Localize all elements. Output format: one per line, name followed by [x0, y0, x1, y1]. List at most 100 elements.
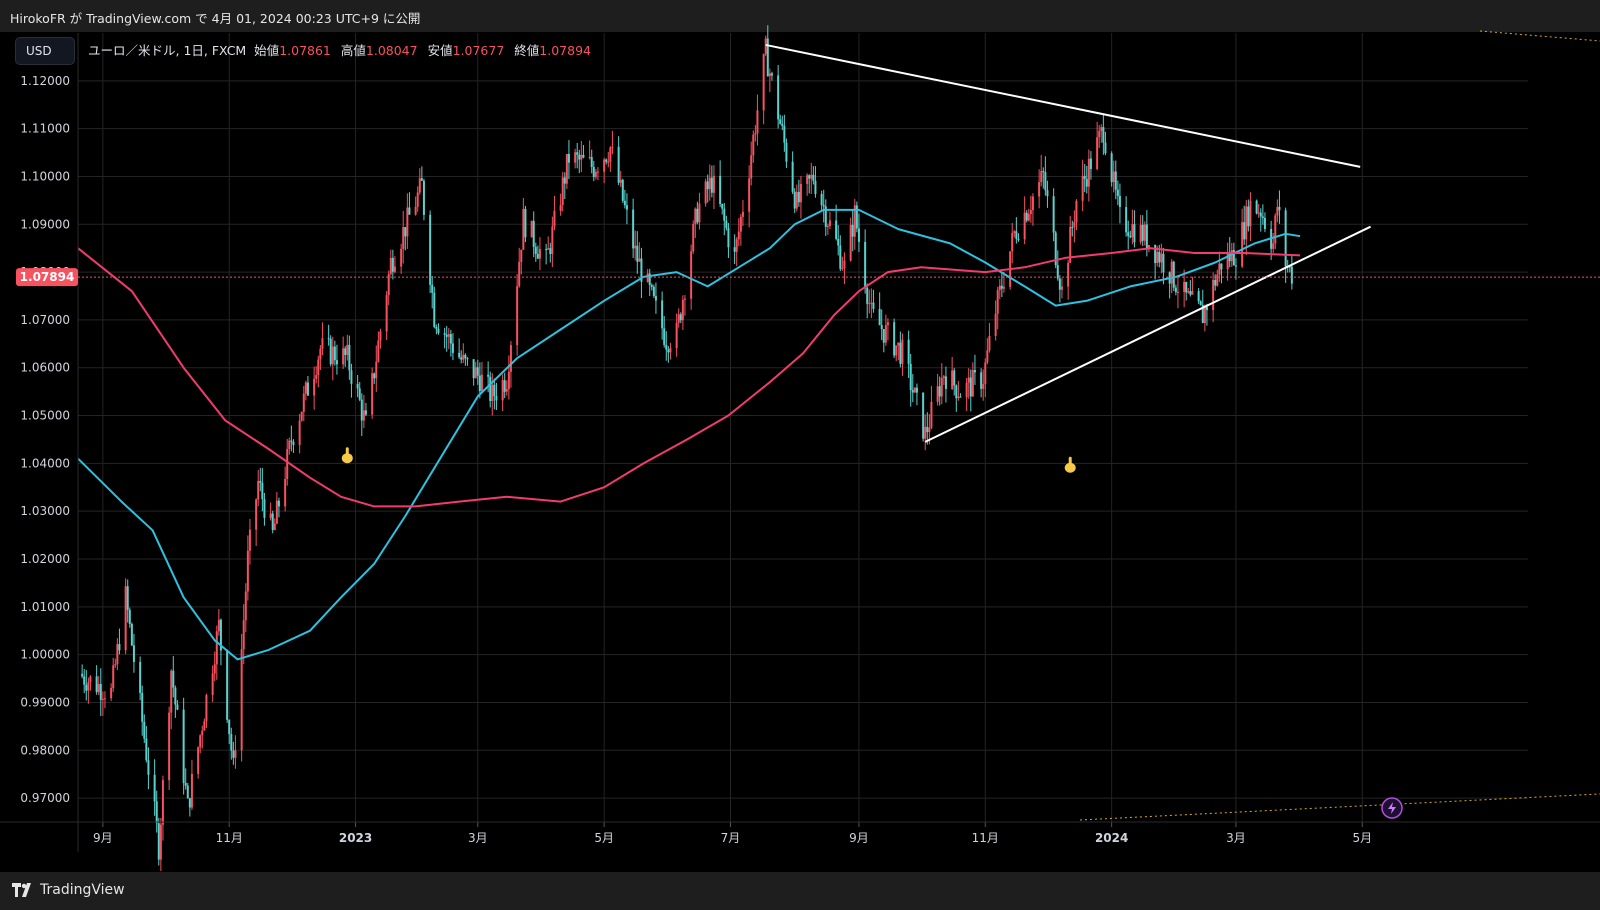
candle-body: [694, 208, 697, 225]
candle-body: [855, 205, 858, 229]
candle-body: [186, 785, 189, 799]
candle-body: [814, 180, 817, 194]
candle-body: [669, 348, 672, 353]
candle-body: [143, 721, 146, 739]
candle-body: [159, 824, 162, 860]
candle-body: [518, 261, 521, 287]
x-tick-label: 5月: [1352, 831, 1372, 845]
candle-body: [754, 133, 757, 135]
candle-body: [246, 550, 249, 592]
candle-body: [435, 326, 438, 329]
candle-body: [132, 645, 135, 662]
candle-body: [611, 146, 614, 148]
candle-body: [145, 738, 148, 761]
candle-body: [1112, 171, 1115, 183]
candle-body: [118, 644, 121, 651]
candle-body: [257, 480, 260, 500]
candle-body: [1220, 263, 1223, 270]
high-value: 1.08047: [365, 43, 418, 58]
candle-body: [559, 204, 562, 211]
candle-body: [342, 348, 345, 365]
candle-body: [329, 338, 332, 365]
candle-body: [706, 181, 709, 190]
candle-body: [1044, 172, 1047, 191]
chart-area[interactable]: [0, 32, 1600, 872]
candle-body: [1096, 137, 1099, 169]
candle-body: [1218, 263, 1221, 275]
candle-body: [762, 54, 765, 111]
candle-body: [820, 193, 823, 205]
candle-body: [507, 371, 510, 390]
candle-body: [1156, 251, 1159, 264]
candle-body: [408, 207, 411, 215]
candle-body: [373, 373, 376, 379]
x-axis[interactable]: 9月 11月 2023 3月 5月 7月 9月 11月 2024 3月 5月: [0, 821, 1600, 845]
candle-body: [538, 248, 541, 259]
candle-body: [288, 440, 291, 450]
candle-body: [1013, 231, 1016, 233]
candle-body: [385, 295, 388, 332]
candle-body: [998, 285, 1001, 291]
candle-body: [516, 286, 519, 346]
candle-body: [957, 396, 960, 399]
candle-body: [880, 325, 883, 330]
candle-body: [1104, 142, 1107, 154]
y-tick-label: 1.09000: [20, 217, 70, 231]
candle-body: [785, 142, 788, 162]
candle-body: [172, 670, 175, 688]
candle-body: [387, 274, 390, 296]
candle-body: [783, 126, 786, 143]
candle-body: [549, 248, 552, 255]
candle-body: [344, 348, 347, 355]
candle-body: [677, 314, 680, 323]
candle-body: [161, 780, 164, 825]
candle-body: [400, 248, 403, 267]
low-label: 安値: [427, 43, 453, 58]
candle-body: [1100, 127, 1103, 131]
candle-body: [244, 591, 247, 621]
candle-body: [843, 260, 846, 269]
annotations: [341, 447, 1403, 819]
tradingview-brand[interactable]: TradingView: [12, 882, 125, 898]
candle-body: [1257, 212, 1260, 214]
candle-body: [474, 367, 477, 379]
candle-body: [449, 334, 452, 344]
candle-body: [768, 73, 771, 77]
candle-body: [503, 380, 506, 392]
candle-body: [1172, 261, 1175, 288]
candle-body: [588, 157, 591, 159]
candle-body: [756, 110, 759, 134]
candle-body: [99, 683, 102, 700]
low-value: 1.07677: [452, 43, 505, 58]
candle-body: [393, 266, 396, 272]
candle-body: [371, 373, 374, 415]
y-axis[interactable]: 1.120001.110001.100001.090001.080001.070…: [20, 33, 79, 852]
y-tick-label: 1.12000: [20, 74, 70, 88]
hand-palm: [1064, 462, 1076, 473]
currency-button[interactable]: USD: [15, 37, 75, 65]
candle-body: [1118, 195, 1121, 208]
candle-body: [429, 214, 432, 285]
candle-body: [619, 179, 622, 183]
candle-body: [967, 377, 970, 383]
candle-body: [1067, 262, 1070, 287]
candle-body: [1247, 206, 1250, 227]
candle-body: [1023, 212, 1026, 240]
candle-body: [884, 325, 887, 343]
y-tick-label: 1.05000: [20, 409, 70, 423]
candle-body: [1131, 224, 1134, 238]
fib-line: [1479, 30, 1600, 42]
candle-body: [335, 360, 338, 365]
y-tick-label: 1.03000: [20, 504, 70, 518]
candle-body: [1255, 200, 1258, 214]
candle-body: [141, 692, 144, 722]
candle-body: [157, 823, 160, 860]
ma-slow-line: [77, 247, 1301, 508]
candle-body: [737, 231, 740, 240]
candle-body: [828, 220, 831, 227]
candle-body: [1089, 158, 1092, 169]
candle-body: [752, 134, 755, 156]
candle-body: [907, 339, 910, 364]
candle-body: [188, 798, 191, 808]
